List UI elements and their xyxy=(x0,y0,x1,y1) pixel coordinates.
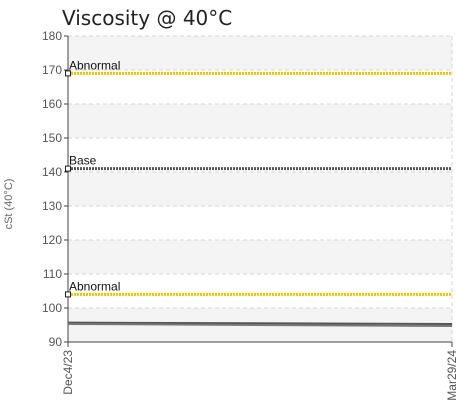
series-line xyxy=(67,322,453,328)
grid-band xyxy=(68,36,452,70)
y-axis-label: cSt (40°C) xyxy=(3,179,15,230)
y-tick-label: 170 xyxy=(42,63,62,77)
y-tick-label: 90 xyxy=(49,335,63,349)
grid-band xyxy=(68,240,452,274)
reference-lines: Abnormal Base Abnormal xyxy=(65,58,452,298)
data-series xyxy=(67,321,453,328)
grid-band xyxy=(68,104,452,138)
alternating-bands xyxy=(68,36,452,342)
y-tick-label: 120 xyxy=(42,233,62,247)
y-tick-label: 140 xyxy=(42,165,62,179)
chart-title: Viscosity @ 40°C xyxy=(62,6,233,30)
y-tick-label: 150 xyxy=(42,131,62,145)
reference-label: Abnormal xyxy=(69,279,120,293)
x-tick-label: Mar29/24 xyxy=(445,350,457,401)
axes xyxy=(67,36,452,343)
x-ticks: Dec4/23 Mar29/24 xyxy=(61,342,457,401)
y-tick-label: 130 xyxy=(42,199,62,213)
x-tick-label: Dec4/23 xyxy=(61,350,75,395)
y-tick-label: 160 xyxy=(42,97,62,111)
grid-band xyxy=(68,172,452,206)
reference-label: Abnormal xyxy=(69,58,120,72)
series-line xyxy=(67,321,453,325)
reference-marker xyxy=(65,70,71,77)
y-ticks: 90 100 110 120 130 140 150 160 170 180 xyxy=(42,29,68,349)
y-tick-label: 180 xyxy=(42,29,62,43)
reference-label: Base xyxy=(69,154,97,168)
y-tick-label: 110 xyxy=(43,267,62,281)
y-tick-label: 100 xyxy=(42,301,62,315)
reference-marker xyxy=(65,291,71,298)
reference-marker xyxy=(65,165,71,172)
